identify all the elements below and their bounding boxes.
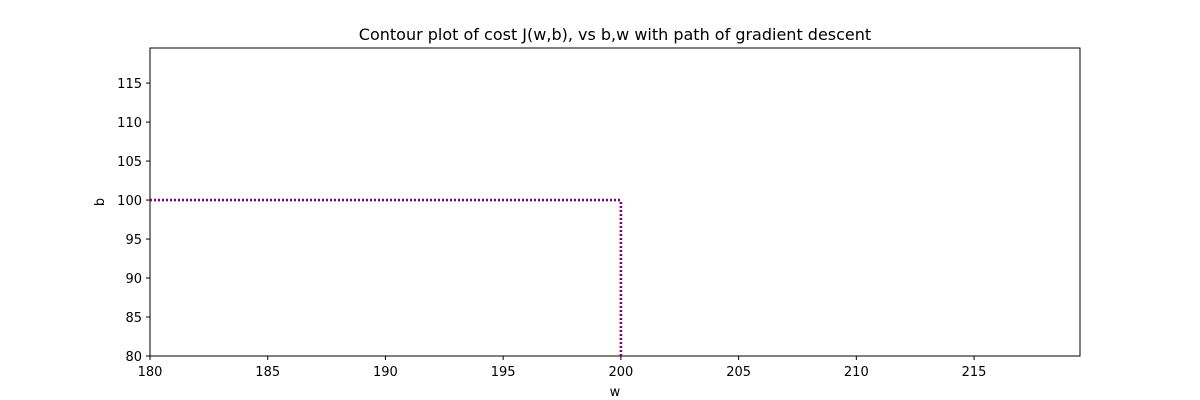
y-tick-label: 105: [117, 155, 142, 170]
x-tick-label: 210: [844, 365, 869, 380]
gradient-descent-path-guides: [150, 198, 623, 356]
y-tick-label: 110: [117, 116, 142, 131]
y-tick-label: 115: [117, 77, 142, 92]
x-tick-label: 205: [726, 365, 751, 380]
y-tick-label: 80: [125, 350, 142, 365]
y-tick-label: 90: [125, 272, 142, 287]
x-tick-label: 190: [373, 365, 398, 380]
x-tick-label: 185: [255, 365, 280, 380]
x-axis-label: w: [610, 385, 621, 400]
y-axis-label: b: [93, 198, 108, 206]
x-tick-label: 200: [608, 365, 633, 380]
x-tick-label: 215: [962, 365, 987, 380]
plot-area-frame: [149, 47, 1081, 357]
y-tick-label: 100: [117, 194, 142, 209]
y-tick-label: 85: [125, 311, 142, 326]
x-axis-ticks: 180 185 190 195 200 205 210 215: [138, 356, 987, 380]
chart-title: Contour plot of cost J(w,b), vs b,w with…: [359, 25, 871, 44]
x-tick-label: 195: [491, 365, 516, 380]
y-tick-label: 95: [125, 233, 142, 248]
y-axis-ticks: 80 85 90 95 100 105 110 115: [117, 77, 150, 365]
x-tick-label: 180: [138, 365, 163, 380]
